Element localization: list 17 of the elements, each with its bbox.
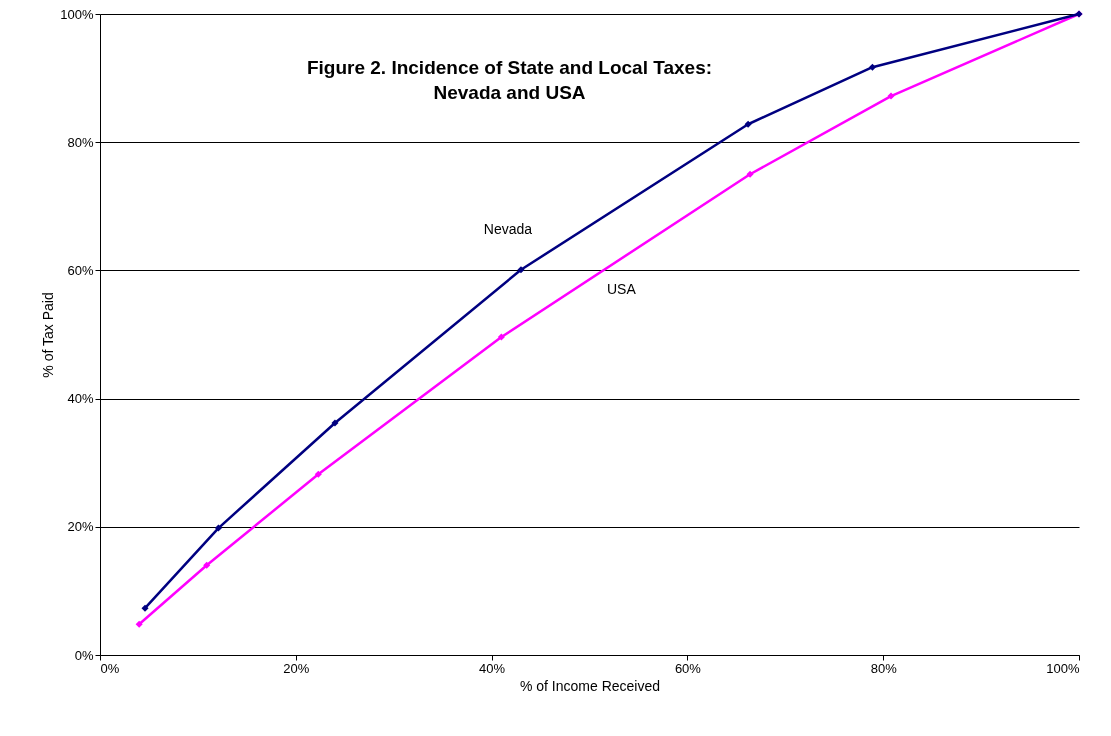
series-label: USA [606,281,637,298]
x-tick-label: 0% [100,660,120,676]
x-tick-label: 80% [870,660,898,676]
series-label: Nevada [483,220,533,237]
y-tick-label: 0% [74,647,94,663]
x-tick-label: 20% [283,660,310,676]
y-tick-label: 60% [67,262,94,278]
y-axis-title: % of Tax Paid [40,292,57,378]
y-tick-label: 100% [60,6,94,22]
x-tick-label: 60% [674,660,702,676]
x-tick-label: 100% [1046,660,1080,676]
x-tick-label: 40% [479,660,506,676]
y-tick-label: 40% [67,391,94,407]
y-tick-label: 80% [67,134,94,150]
y-tick-label: 20% [67,519,94,535]
x-axis-title: % of Income Received [519,677,661,694]
text: Figure 2. Incidence of State and Local Taxes: Nevada and USA [306,57,713,103]
